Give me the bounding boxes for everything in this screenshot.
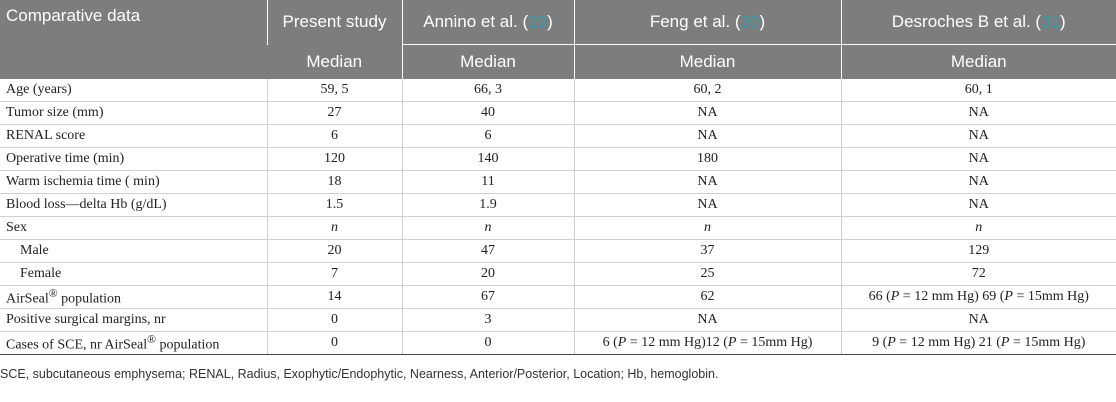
header-annino: Annino et al. (29): [401, 0, 574, 45]
header-comparative-data: Comparative data: [0, 0, 267, 79]
cell-feng: 6 (P = 12 mm Hg)12 (P = 15mm Hg): [573, 331, 841, 355]
cell-annino: 11: [401, 170, 574, 194]
cell-feng: 180: [573, 147, 841, 171]
cell-annino: 140: [401, 147, 574, 171]
row-label: Warm ischemia time ( min): [0, 170, 267, 194]
table-row: AirSeal® population 14 67 62 66 (P = 12 …: [0, 285, 1116, 309]
header-present-study: Present study: [266, 0, 402, 45]
cell-feng: 60, 2: [573, 79, 841, 102]
cell-feng: NA: [573, 101, 841, 125]
row-label: AirSeal® population: [0, 285, 267, 309]
row-label: Positive surgical margins, nr: [0, 308, 267, 332]
row-label: Female: [0, 262, 267, 286]
cell-desroches: n: [840, 216, 1116, 240]
cell-desroches: 66 (P = 12 mm Hg) 69 (P = 15mm Hg): [840, 285, 1116, 309]
cell-desroches: NA: [840, 124, 1116, 148]
cell-desroches: 72: [840, 262, 1116, 286]
table-row: Female 7 20 25 72: [0, 262, 1116, 286]
cell-present: 18: [266, 170, 402, 194]
cell-present: 14: [266, 285, 402, 309]
table-row: Blood loss—delta Hb (g/dL) 1.5 1.9 NA NA: [0, 193, 1116, 217]
cell-feng: NA: [573, 193, 841, 217]
row-label: Blood loss—delta Hb (g/dL): [0, 193, 267, 217]
cell-desroches: NA: [840, 101, 1116, 125]
cell-present: 27: [266, 101, 402, 125]
row-label: RENAL score: [0, 124, 267, 148]
table-row: Warm ischemia time ( min) 18 11 NA NA: [0, 170, 1116, 194]
subheader-median: Median: [573, 44, 841, 79]
reference-link-30[interactable]: 30: [740, 12, 760, 31]
cell-feng: n: [573, 216, 841, 240]
table-row: Operative time (min) 120 140 180 NA: [0, 147, 1116, 171]
cell-feng: 62: [573, 285, 841, 309]
cell-present: 0: [266, 308, 402, 332]
row-label: Operative time (min): [0, 147, 267, 171]
cell-annino: 6: [401, 124, 574, 148]
table-row: Sex n n n n: [0, 216, 1116, 240]
table-row: Cases of SCE, nr AirSeal® population 0 0…: [0, 331, 1116, 355]
table-row: RENAL score 6 6 NA NA: [0, 124, 1116, 148]
cell-present: 6: [266, 124, 402, 148]
cell-present: 59, 5: [266, 79, 402, 102]
row-label: Sex: [0, 216, 267, 240]
row-label: Age (years): [0, 79, 267, 102]
table-row: Age (years) 59, 5 66, 3 60, 2 60, 1: [0, 79, 1116, 102]
subheader-median: Median: [401, 44, 574, 79]
cell-desroches: 9 (P = 12 mm Hg) 21 (P = 15mm Hg): [840, 331, 1116, 355]
cell-desroches: NA: [840, 170, 1116, 194]
cell-present: 20: [266, 239, 402, 263]
cell-present: 7: [266, 262, 402, 286]
row-label: Male: [0, 239, 267, 263]
row-label: Tumor size (mm): [0, 101, 267, 125]
cell-annino: 66, 3: [401, 79, 574, 102]
cell-annino: 47: [401, 239, 574, 263]
cell-feng: 25: [573, 262, 841, 286]
cell-desroches: NA: [840, 147, 1116, 171]
cell-annino: 20: [401, 262, 574, 286]
cell-annino: 1.9: [401, 193, 574, 217]
cell-present: n: [266, 216, 402, 240]
table-footnote: SCE, subcutaneous emphysema; RENAL, Radi…: [0, 367, 719, 381]
comparative-data-table: Comparative data Present study Annino et…: [0, 0, 1116, 355]
header-feng: Feng et al. (30): [573, 0, 841, 45]
cell-feng: 37: [573, 239, 841, 263]
row-label: Cases of SCE, nr AirSeal® population: [0, 331, 267, 355]
subheader-median: Median: [267, 44, 402, 79]
cell-present: 0: [266, 331, 402, 355]
table-row: Male 20 47 37 129: [0, 239, 1116, 263]
cell-feng: NA: [573, 124, 841, 148]
cell-feng: NA: [573, 170, 841, 194]
cell-annino: 0: [401, 331, 574, 355]
cell-desroches: NA: [840, 193, 1116, 217]
cell-annino: 67: [401, 285, 574, 309]
reference-link-29[interactable]: 29: [528, 12, 548, 31]
header-desroches: Desroches B et al. (31): [840, 0, 1116, 45]
cell-annino: n: [401, 216, 574, 240]
cell-desroches: 60, 1: [840, 79, 1116, 102]
table-row: Positive surgical margins, nr 0 3 NA NA: [0, 308, 1116, 332]
cell-annino: 40: [401, 101, 574, 125]
reference-link-31[interactable]: 31: [1041, 12, 1061, 31]
cell-feng: NA: [573, 308, 841, 332]
cell-desroches: NA: [840, 308, 1116, 332]
cell-present: 1.5: [266, 193, 402, 217]
cell-annino: 3: [401, 308, 574, 332]
cell-desroches: 129: [840, 239, 1116, 263]
subheader-median: Median: [840, 44, 1116, 79]
cell-present: 120: [266, 147, 402, 171]
table-row: Tumor size (mm) 27 40 NA NA: [0, 101, 1116, 125]
